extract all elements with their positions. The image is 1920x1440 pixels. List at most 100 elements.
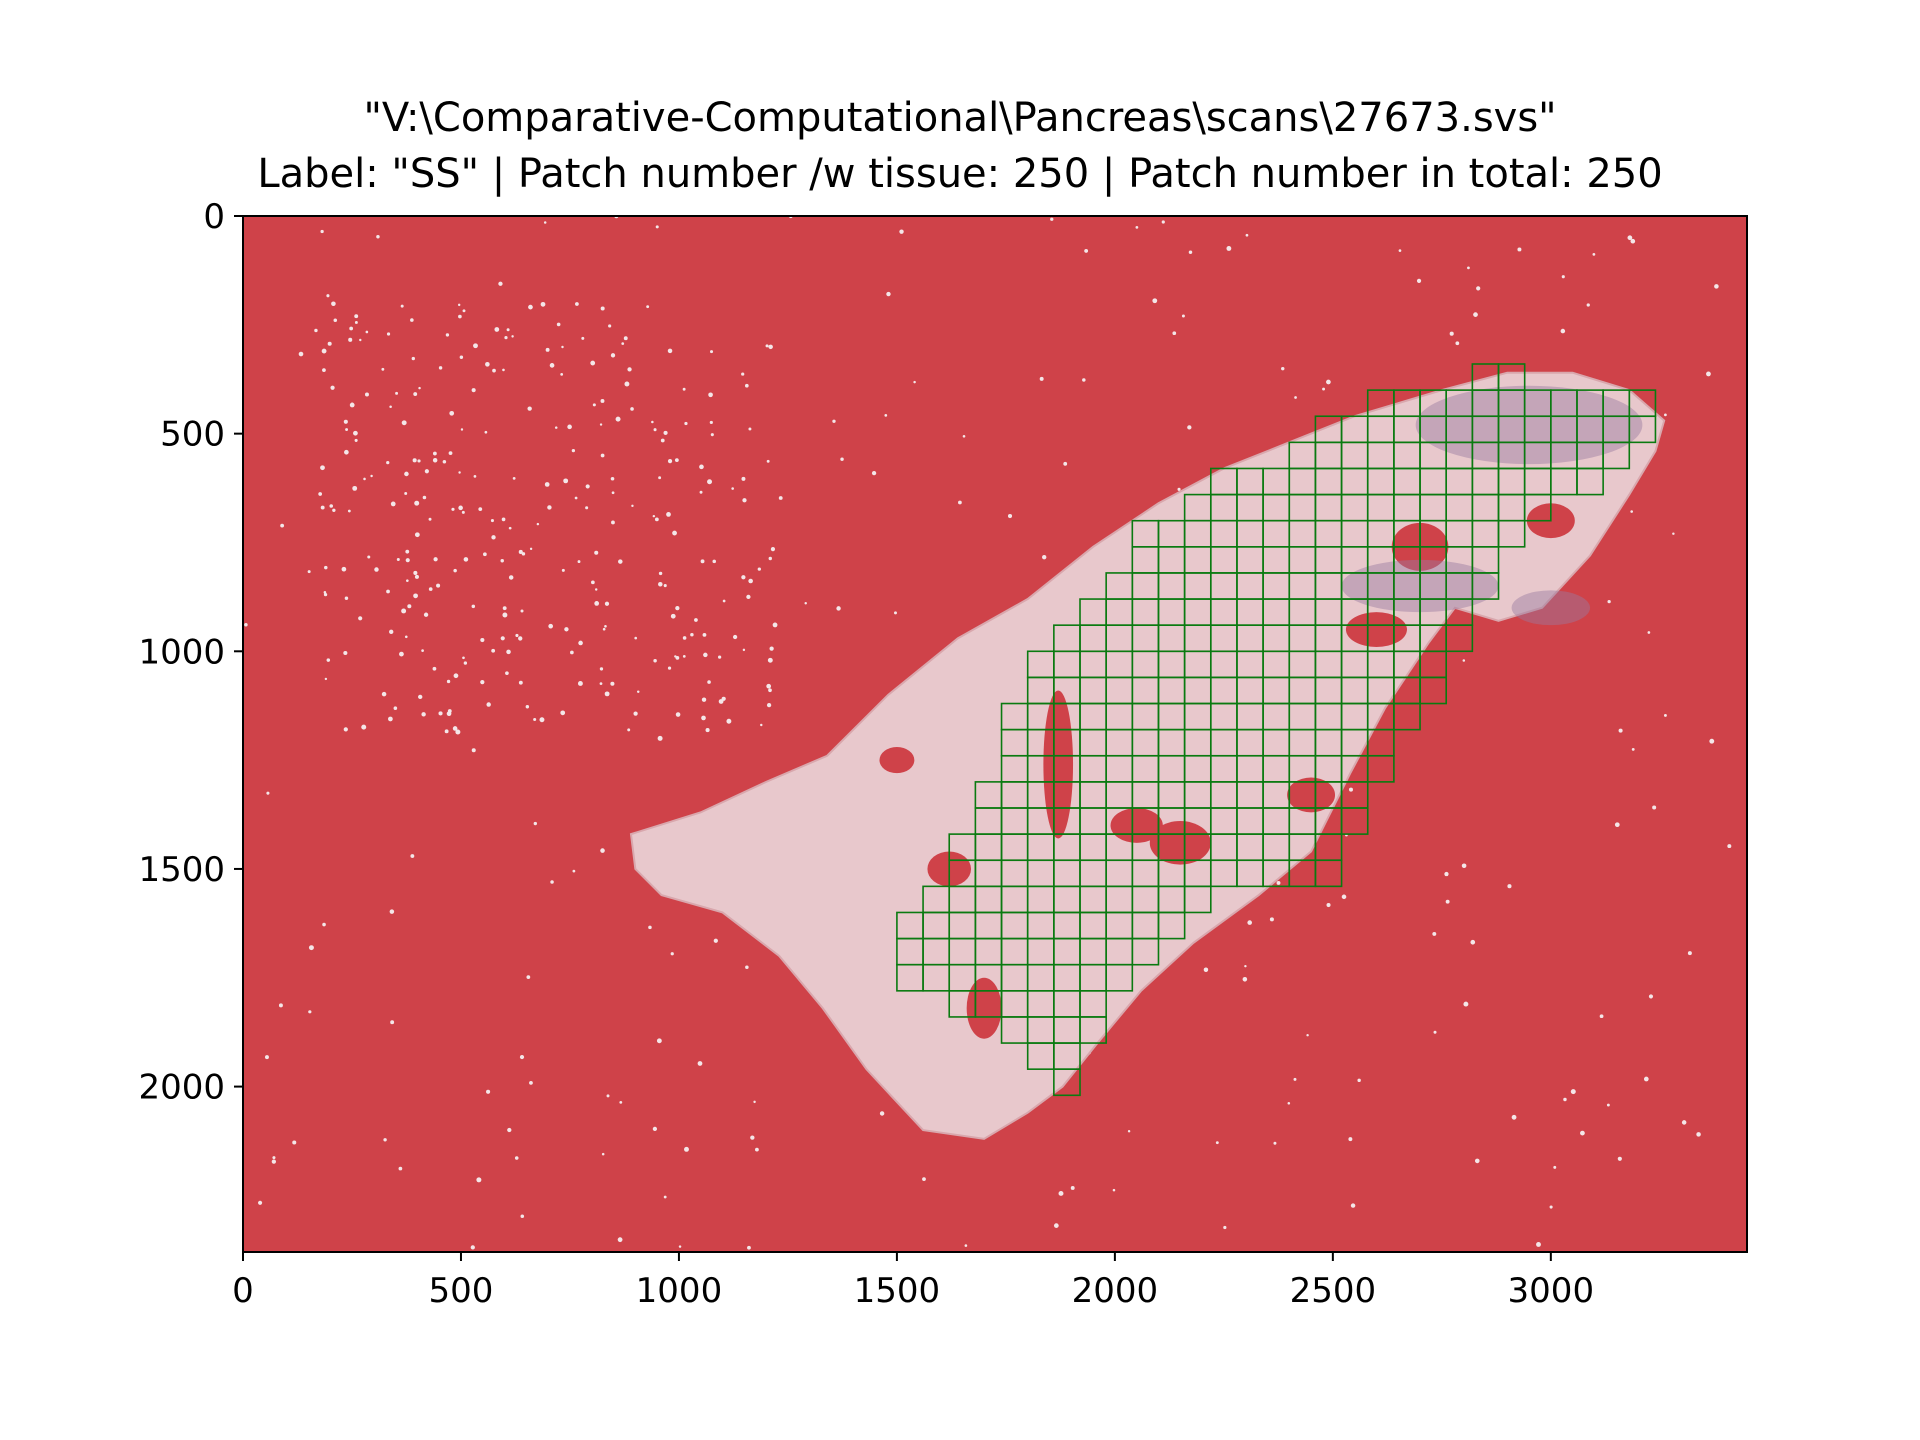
speckle — [349, 326, 354, 331]
tissue-patch — [1157, 911, 1186, 940]
speckle — [1648, 994, 1654, 999]
speckle — [585, 484, 590, 489]
speckle — [326, 294, 330, 298]
y-axis: 0 500 1000 1500 2000 — [138, 197, 243, 1108]
speckle — [667, 459, 673, 464]
speckle — [353, 430, 358, 436]
speckle — [518, 680, 523, 685]
tissue-patch — [1576, 467, 1604, 496]
speckle — [710, 433, 714, 437]
speckle — [404, 635, 408, 639]
speckle — [718, 655, 722, 659]
speckle — [1247, 920, 1252, 925]
speckle — [1586, 303, 1590, 307]
tissue-gap — [1149, 821, 1211, 865]
speckle — [455, 729, 461, 735]
speckle — [701, 697, 707, 702]
speckle — [1592, 252, 1596, 256]
speckle — [1245, 233, 1249, 237]
patch-grid — [896, 363, 1657, 1097]
speckle — [359, 338, 362, 342]
speckle — [1474, 1158, 1480, 1164]
speckle — [432, 666, 437, 671]
speckle — [1306, 1033, 1309, 1037]
speckle — [804, 602, 807, 605]
speckle — [627, 728, 631, 732]
speckle — [748, 427, 752, 431]
speckle — [344, 449, 349, 455]
speckle — [1549, 1205, 1553, 1209]
speckle — [778, 496, 783, 500]
speckle — [655, 225, 659, 229]
speckle — [636, 690, 640, 694]
speckle — [413, 392, 418, 396]
speckle — [458, 505, 463, 511]
speckle — [453, 673, 459, 679]
speckle — [374, 567, 379, 572]
speckle — [543, 221, 547, 224]
speckle — [1348, 787, 1353, 792]
speckle — [610, 353, 616, 358]
speckle — [388, 716, 393, 722]
speckle — [1223, 1225, 1227, 1230]
speckle — [421, 712, 426, 717]
speckle — [1007, 513, 1013, 519]
speckle — [621, 342, 625, 345]
speckle — [321, 348, 327, 354]
speckle — [528, 304, 533, 310]
x-tick-label: 500 — [429, 1271, 494, 1311]
speckle — [423, 612, 429, 617]
speckle — [634, 636, 638, 640]
speckle — [654, 517, 659, 522]
speckle — [1570, 1089, 1576, 1095]
speckle — [1112, 1188, 1116, 1192]
speckle — [521, 552, 526, 556]
speckle — [1432, 931, 1437, 936]
speckle — [363, 477, 366, 481]
speckle — [1631, 747, 1635, 751]
speckle — [768, 688, 772, 693]
speckle — [504, 336, 508, 340]
speckle — [703, 652, 708, 658]
speckle — [836, 606, 841, 611]
speckle — [753, 1100, 756, 1104]
speckle — [600, 306, 605, 311]
speckle — [666, 512, 671, 517]
speckle — [505, 671, 509, 675]
speckle — [539, 717, 545, 723]
speckle — [520, 609, 524, 613]
speckle — [383, 1138, 387, 1142]
speckle — [507, 1127, 512, 1133]
speckle — [674, 458, 679, 463]
speckle — [436, 583, 441, 588]
figure-title-summary: Label: "SS" | Patch number /w tissue: 25… — [257, 151, 1663, 197]
speckle — [871, 471, 877, 476]
speckle — [386, 332, 391, 336]
speckle — [478, 507, 483, 512]
speckle — [322, 368, 326, 373]
speckle — [407, 604, 412, 609]
speckle — [491, 648, 496, 653]
tissue-patch — [1366, 754, 1395, 783]
speckle — [684, 421, 688, 426]
speckle — [376, 234, 380, 239]
speckle — [879, 1111, 885, 1116]
speckle — [332, 508, 336, 512]
speckle — [646, 305, 650, 309]
speckle — [533, 717, 537, 721]
speckle — [320, 505, 325, 510]
speckle — [1445, 899, 1450, 904]
speckle — [652, 1126, 658, 1131]
speckle — [266, 791, 270, 795]
y-tick-label: 500 — [160, 415, 225, 455]
speckle — [1322, 387, 1326, 391]
speckle — [352, 485, 358, 491]
speckle — [463, 557, 469, 562]
tissue-patch — [1053, 1068, 1081, 1097]
speckle — [744, 383, 749, 388]
speckle — [699, 490, 703, 494]
speckle — [1082, 378, 1086, 382]
speckle — [1242, 977, 1248, 982]
speckle — [707, 680, 711, 684]
speckle — [630, 407, 634, 411]
